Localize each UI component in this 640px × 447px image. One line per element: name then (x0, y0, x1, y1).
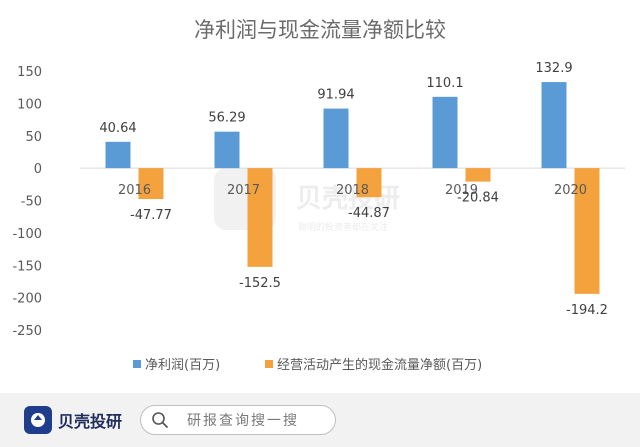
data-labels: 40.64 -47.77 56.29 -152.5 91.94 -44.87 110.1 -2… (99, 61, 608, 318)
search-placeholder: 研报查询搜一搜 (187, 413, 299, 429)
bars (105, 82, 600, 294)
y-tick-label: -100 (12, 227, 42, 242)
data-label: -47.77 (130, 208, 172, 223)
x-tick-label: 2017 (227, 183, 260, 198)
bar-net-profit (432, 96, 458, 169)
x-tick-label: 2018 (336, 183, 369, 198)
x-tick-label: 2020 (554, 183, 587, 198)
watermark-brand: 贝壳投研 (296, 184, 400, 214)
chart: 净利润与现金流量净额比较 贝壳投研 聪明的投资者都在关注 150 100 50 0 -5… (12, 18, 625, 373)
watermark-slogan: 聪明的投资者都在关注 (298, 221, 388, 233)
bar-net-profit (541, 82, 567, 169)
data-label: -152.5 (239, 276, 281, 291)
bar-operating-cash-flow (138, 168, 164, 200)
legend-swatch-net-profit (133, 360, 141, 368)
y-tick-label: 50 (25, 130, 42, 145)
footer-bar: 贝壳投研 研报查询搜一搜 (0, 393, 640, 447)
y-tick-label: -150 (12, 259, 42, 274)
y-tick-label: -200 (12, 292, 42, 307)
shell-logo-icon (24, 406, 52, 434)
chart-title: 净利润与现金流量净额比较 (194, 18, 446, 42)
data-label: 40.64 (99, 121, 136, 136)
legend-label-net-profit: 净利润(百万) (145, 358, 220, 373)
y-tick-label: 100 (17, 97, 42, 112)
x-tick-label: 2019 (445, 183, 478, 198)
search-icon (152, 412, 168, 428)
x-tick-label: 2016 (118, 183, 151, 198)
category-labels: 2016 2017 2018 2019 2020 (118, 183, 587, 198)
data-label: 132.9 (535, 61, 572, 76)
bar-net-profit (323, 108, 349, 169)
y-tick-label: 150 (17, 65, 42, 80)
brand-name: 贝壳投研 (58, 412, 123, 431)
data-label: 56.29 (208, 111, 245, 126)
data-label: -20.84 (457, 191, 499, 206)
legend-swatch-operating-cash-flow (265, 360, 273, 368)
bar-operating-cash-flow (247, 168, 273, 267)
bar-operating-cash-flow (356, 168, 382, 198)
bar-operating-cash-flow (574, 168, 600, 294)
data-label: 110.1 (426, 76, 463, 91)
bar-net-profit (105, 141, 131, 169)
brand-logo[interactable]: 贝壳投研 (24, 406, 122, 434)
bar-operating-cash-flow (465, 168, 491, 182)
y-tick-label: -50 (21, 195, 42, 210)
data-label: 91.94 (317, 88, 354, 103)
legend-label-operating-cash-flow: 经营活动产生的现金流量净额(百万) (277, 357, 482, 373)
bar-net-profit (214, 131, 240, 169)
data-label: -194.2 (566, 303, 608, 318)
y-axis: 150 100 50 0 -50 -100 -150 -200 -250 (12, 65, 42, 339)
search-input[interactable]: 研报查询搜一搜 (140, 405, 336, 435)
y-tick-label: 0 (34, 162, 42, 177)
data-label: -44.87 (348, 206, 390, 221)
y-tick-label: -250 (12, 324, 42, 339)
legend: 净利润(百万) 经营活动产生的现金流量净额(百万) (133, 357, 482, 373)
